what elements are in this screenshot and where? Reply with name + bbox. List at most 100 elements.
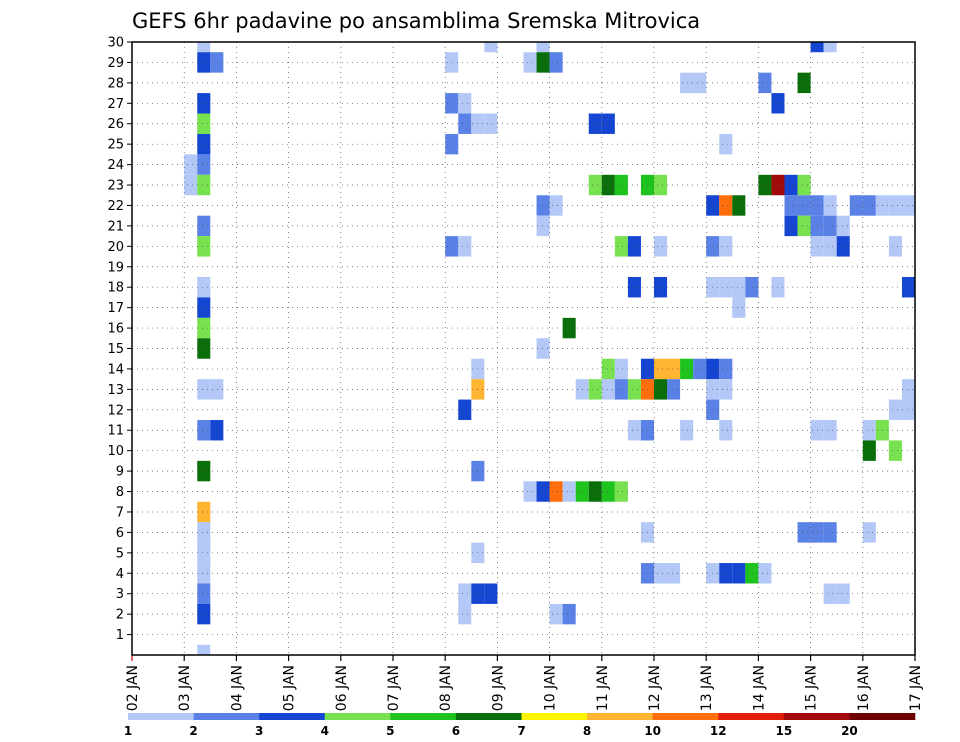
x-tick-label: 12 JAN: [647, 665, 663, 711]
heatmap-cell: [719, 236, 733, 257]
y-tick-label: 8: [116, 485, 124, 500]
heatmap-cell: [549, 52, 563, 73]
heatmap-cell: [197, 133, 211, 155]
legend-label: 2: [189, 724, 197, 738]
heatmap-cell: [458, 236, 472, 257]
y-tick-label: 15: [107, 342, 124, 357]
heatmap-cell: [523, 52, 537, 73]
y-tick-label: 14: [107, 362, 124, 377]
heatmap-cell: [197, 154, 211, 175]
legend-label: 15: [775, 724, 792, 738]
heatmap-cell: [784, 174, 798, 196]
heatmap-cell: [627, 420, 641, 441]
heatmap-cell: [888, 399, 902, 421]
heatmap-cell: [654, 379, 668, 400]
heatmap-cell: [758, 72, 772, 94]
x-tick-label: 16 JAN: [856, 665, 872, 711]
heatmap-cell: [197, 297, 211, 318]
heatmap-cell: [627, 236, 641, 257]
heatmap-cell: [836, 583, 850, 604]
heatmap-cell: [197, 52, 211, 73]
heatmap-cell: [588, 481, 602, 502]
legend-swatch: [521, 713, 588, 720]
heatmap-cell: [197, 563, 211, 584]
heatmap-cell: [836, 236, 850, 257]
legend-label: 8: [583, 724, 591, 738]
heatmap-cell: [197, 379, 211, 400]
x-axis-ticks: 02 JAN 03 JAN 04 JAN 05 JAN 06 JAN 07 JAN 08 J…: [125, 655, 924, 711]
heatmap-cell: [745, 563, 759, 584]
y-tick-label: 10: [107, 444, 124, 459]
heatmap-cell: [458, 93, 472, 114]
y-tick-label: 18: [107, 281, 124, 296]
y-tick-label: 9: [116, 465, 124, 480]
legend-swatch: [128, 713, 194, 720]
heatmap-cell: [614, 358, 628, 380]
y-tick-label: 19: [107, 260, 124, 275]
heatmap-cell: [197, 42, 211, 53]
heatmap-cell: [823, 42, 837, 53]
heatmap-cell: [536, 42, 550, 53]
heatmap-cell: [654, 236, 668, 257]
heatmap-cell: [210, 52, 224, 73]
y-tick-label: 13: [107, 383, 124, 398]
heatmap-cell: [562, 603, 576, 625]
heatmap-cell: [823, 195, 837, 216]
heatmap-cell: [810, 42, 824, 53]
heatmap-cell: [614, 174, 628, 196]
heatmap-cell: [667, 563, 681, 584]
y-tick-label: 4: [116, 567, 124, 582]
chart-title: GEFS 6hr padavine po ansamblima Sremska …: [132, 9, 700, 33]
heatmap-cell: [197, 542, 211, 564]
x-tick-label: 05 JAN: [282, 665, 298, 711]
heatmap-cell: [862, 440, 876, 461]
heatmap-cell: [797, 72, 811, 94]
heatmap-cell: [588, 174, 602, 196]
heatmap-cell: [693, 358, 707, 380]
heatmap-cell: [197, 338, 211, 359]
legend-swatch: [652, 713, 719, 720]
heatmap-cell: [823, 583, 837, 604]
y-tick-label: 25: [107, 138, 124, 153]
y-axis-ticks: 1234567891011121314151617181920212223242…: [107, 36, 132, 643]
heatmap-cell: [197, 317, 211, 339]
legend-swatch: [718, 713, 785, 720]
heatmap-cell: [627, 276, 641, 298]
heatmap-cell: [862, 195, 876, 216]
heatmap-cell: [549, 195, 563, 216]
heatmap-cell: [197, 460, 211, 482]
heatmap-cell: [197, 420, 211, 441]
heatmap-cell: [719, 420, 733, 441]
legend-label: 5: [386, 724, 394, 738]
heatmap-cell: [562, 317, 576, 339]
heatmap-cell: [588, 113, 602, 134]
y-tick-label: 22: [107, 199, 124, 214]
heatmap-cell: [536, 338, 550, 359]
legend-label: 7: [517, 724, 525, 738]
legend-swatch: [259, 713, 326, 720]
x-tick-label: 09 JAN: [490, 665, 506, 711]
heatmap-cell: [797, 195, 811, 216]
grid-lines: [132, 41, 915, 655]
heatmap-cell: [862, 522, 876, 543]
legend-swatch: [587, 713, 653, 720]
x-tick-label: 11 JAN: [595, 665, 611, 711]
heatmap-cell: [758, 174, 772, 196]
y-tick-label: 21: [107, 219, 124, 234]
legend-label: 10: [644, 724, 661, 738]
y-tick-label: 23: [107, 179, 124, 194]
heatmap-cell: [901, 276, 915, 298]
heatmap-cell: [680, 358, 694, 380]
heatmap-cell: [458, 603, 472, 625]
heatmap-cell: [197, 93, 211, 114]
heatmap-cell: [732, 195, 746, 216]
heatmap-cell: [549, 603, 563, 625]
legend-swatch: [390, 713, 457, 720]
heatmap-cell: [888, 440, 902, 461]
y-tick-label: 5: [116, 546, 124, 561]
x-tick-label: 06 JAN: [334, 665, 350, 711]
heatmap-cell: [445, 133, 459, 155]
heatmap-cell: [484, 583, 498, 604]
heatmap-cell: [445, 52, 459, 73]
heatmap-cell: [901, 379, 915, 400]
